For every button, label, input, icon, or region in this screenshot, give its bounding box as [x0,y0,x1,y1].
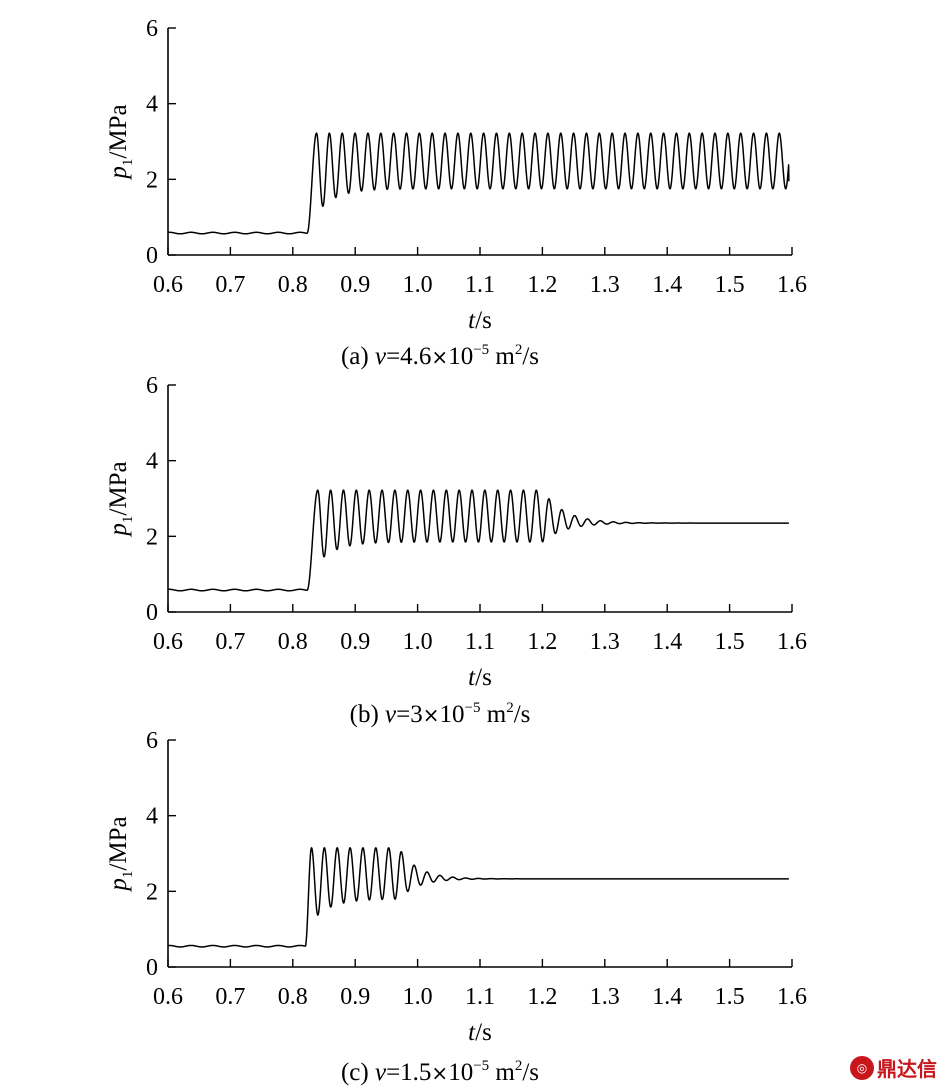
x-tick-label: 1.0 [403,629,433,655]
x-tick-label: 0.6 [153,629,183,655]
x-tick-label: 0.8 [278,629,308,655]
x-tick-label: 1.1 [465,629,495,655]
y-tick-label: 2 [146,167,158,193]
x-tick-label: 0.8 [278,272,308,298]
y-tick-label: 0 [146,600,158,626]
x-axis-label: t/s [468,664,492,691]
x-tick-label: 1.1 [465,984,495,1010]
y-tick-label: 6 [146,16,158,42]
x-tick-label: 1.6 [777,984,807,1010]
x-tick-label: 1.6 [777,272,807,298]
y-axis-label: p1/MPa [105,104,136,180]
series-line [167,847,790,948]
x-axis-label: t/s [468,307,492,334]
x-tick-label: 1.4 [652,272,682,298]
y-axis-label: p1/MPa [105,816,136,892]
x-tick-label: 0.9 [340,629,370,655]
series-line [167,489,790,592]
y-tick-label: 4 [146,92,158,118]
x-tick-label: 1.4 [652,984,682,1010]
watermark: ◎ 鼎达信 [850,1053,937,1082]
x-tick-label: 0.7 [215,272,245,298]
x-tick-label: 1.1 [465,272,495,298]
y-tick-label: 4 [146,449,158,475]
x-tick-label: 1.3 [590,272,620,298]
x-tick-label: 1.5 [715,629,745,655]
x-tick-label: 0.6 [153,272,183,298]
x-tick-label: 1.3 [590,629,620,655]
chart-panel-1: 0.6 0.7 0.8 0.9 1.0 1.1 1.2 1.3 1.4 1.5 1.6 0 2 4 6 p1/… [105,16,807,370]
y-tick-label: 6 [146,728,158,754]
x-tick-label: 0.6 [153,984,183,1010]
series-line [167,132,790,235]
x-tick-label: 0.7 [215,984,245,1010]
x-tick-label: 1.0 [403,984,433,1010]
chart-panel-3: 0.6 0.7 0.8 0.9 1.0 1.1 1.2 1.3 1.4 1.5 1.6 0 2 4 6 p1/… [105,728,807,1086]
x-tick-label: 1.2 [527,272,557,298]
x-tick-label: 1.6 [777,629,807,655]
y-tick-label: 0 [146,955,158,981]
panel-caption: (c) v=1.5×10−5 m2/s [341,1058,539,1086]
logo-icon: ◎ [850,1055,874,1080]
x-tick-label: 1.3 [590,984,620,1010]
y-tick-label: 6 [146,373,158,399]
watermark-text: 鼎达信 [877,1057,937,1081]
x-tick-label: 0.8 [278,984,308,1010]
x-tick-label: 1.2 [527,629,557,655]
x-axis-label: t/s [468,1019,492,1046]
y-tick-label: 2 [146,879,158,905]
panel-caption: (b) v=3×10−5 m2/s [350,700,531,728]
x-tick-label: 1.5 [715,272,745,298]
y-tick-label: 4 [146,804,158,830]
panel-caption: (a) v=4.6×10−5 m2/s [341,342,539,370]
x-tick-label: 0.9 [340,272,370,298]
x-tick-label: 0.9 [340,984,370,1010]
chart-panel-2: 0.6 0.7 0.8 0.9 1.0 1.1 1.2 1.3 1.4 1.5 1.6 0 2 4 6 p1/… [105,373,807,728]
x-tick-label: 1.5 [715,984,745,1010]
x-tick-label: 1.2 [527,984,557,1010]
y-axis-label: p1/MPa [105,461,136,537]
x-tick-label: 1.0 [403,272,433,298]
y-tick-label: 2 [146,524,158,550]
y-tick-label: 0 [146,243,158,269]
x-tick-label: 1.4 [652,629,682,655]
x-tick-label: 0.7 [215,629,245,655]
